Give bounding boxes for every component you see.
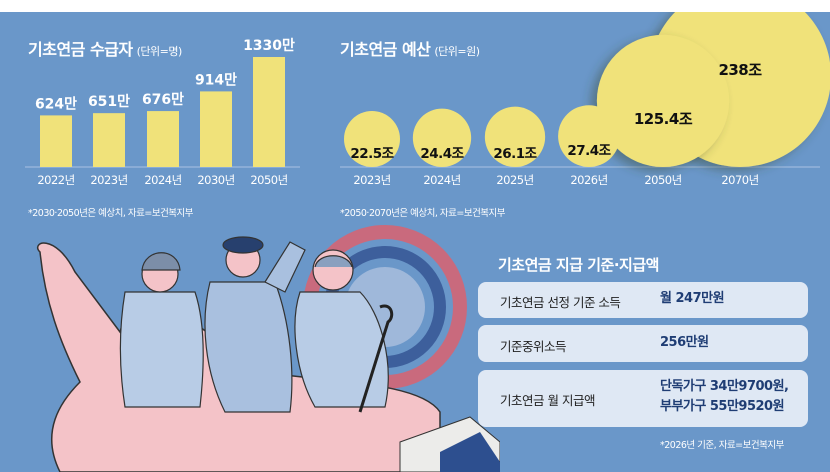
criteria-label: 기초연금 월 지급액	[500, 393, 595, 408]
bubble-data-label: 22.5조	[350, 146, 394, 162]
x-tick-label: 2022년	[37, 173, 74, 187]
criteria-label: 기준중위소득	[500, 339, 567, 354]
x-tick-label: 2025년	[496, 173, 533, 187]
x-tick-label: 2024년	[423, 173, 460, 187]
bubble	[484, 106, 546, 167]
grandfather-hat	[204, 236, 306, 413]
infographic: 기초연금 수급자 (단위=명) 624만 2022년 651만 2023년 676만 202…	[0, 12, 830, 472]
bubble-data-label: 238조	[718, 61, 762, 79]
bar-data-label: 651만	[88, 94, 130, 110]
recipients-unit: (단위=명)	[136, 45, 183, 58]
bubble-data-label: 24.4조	[420, 146, 464, 162]
suit	[440, 432, 500, 472]
bubble	[344, 111, 400, 167]
recipients-chart-title: 기초연금 수급자 (단위=명)	[28, 40, 183, 59]
bubble-data-label: 27.4조	[567, 143, 611, 159]
x-tick-label: 2050년	[644, 173, 681, 187]
illustration-elderly-on-hand	[37, 225, 500, 472]
criteria-value-2: 부부가구 55만9520원	[660, 399, 785, 414]
recipients-bar-chart: 624만 2022년 651만 2023년 676만 2024년 914만 2030년 1330…	[25, 38, 300, 187]
x-tick-label: 2023년	[90, 173, 127, 187]
bubble	[412, 108, 472, 167]
budget-note: *2050·2070년은 예상치, 자료=보건복지부	[340, 208, 506, 219]
x-tick-label: 2026년	[570, 173, 607, 187]
x-tick-label: 2030년	[197, 173, 234, 187]
criteria-note: *2026년 기준, 자료=보건복지부	[660, 440, 784, 451]
bubble	[558, 105, 620, 167]
x-tick-label: 2023년	[353, 173, 390, 187]
recipients-note: *2030·2050년은 예상치, 자료=보건복지부	[28, 208, 194, 219]
bar-data-label: 1330만	[243, 38, 295, 54]
budget-chart-title: 기초연금 예산 (단위=원)	[340, 40, 480, 59]
criteria-title: 기초연금 지급 기준·지급액	[498, 256, 659, 274]
bar-data-label: 676만	[142, 92, 184, 108]
bubble-data-label: 26.1조	[493, 146, 537, 162]
bar	[93, 113, 125, 167]
criteria-value: 256만원	[660, 335, 709, 350]
bar	[253, 57, 285, 167]
budget-unit: (단위=원)	[434, 45, 480, 58]
criteria-value: 월 247만원	[660, 291, 725, 306]
bar	[147, 111, 179, 167]
x-tick-label: 2070년	[721, 173, 758, 187]
budget-bubble-chart: 22.5조 2023년 24.4조 2024년 26.1조 2025년 27.4조 2026년…	[340, 12, 830, 187]
criteria-row: 기초연금 선정 기준 소득 월 247만원	[478, 282, 808, 318]
criteria-value: 단독가구 34만9700원,	[660, 379, 789, 394]
criteria-row: 기준중위소득 256만원	[478, 325, 808, 362]
x-tick-label: 2024년	[144, 173, 181, 187]
bar-data-label: 914만	[195, 72, 237, 88]
bar	[40, 115, 72, 167]
bubble-data-label: 125.4조	[634, 110, 693, 128]
criteria-label: 기초연금 선정 기준 소득	[500, 295, 621, 310]
criteria-row: 기초연금 월 지급액 단독가구 34만9700원, 부부가구 55만9520원	[478, 370, 808, 427]
bar-data-label: 624만	[35, 96, 77, 112]
bar	[200, 91, 232, 167]
bubble	[596, 34, 730, 167]
grandmother	[119, 252, 204, 408]
grandfather-cane	[294, 249, 394, 413]
x-tick-label: 2050년	[250, 173, 287, 187]
